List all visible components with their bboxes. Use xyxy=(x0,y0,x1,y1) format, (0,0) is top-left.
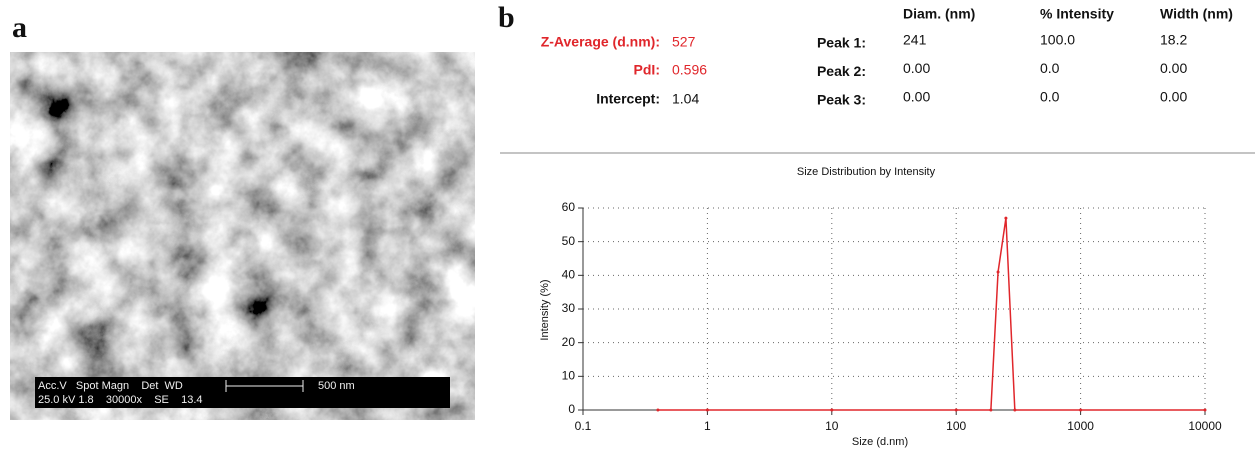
peak-value: 100.0 xyxy=(1040,32,1075,48)
x-tick-label: 1 xyxy=(704,419,711,433)
data-point xyxy=(656,408,660,412)
peak-value: 0.00 xyxy=(903,60,930,76)
peak-value: 0.00 xyxy=(903,89,930,105)
data-point xyxy=(1004,216,1008,220)
panel-label: b xyxy=(498,1,515,34)
peak-value: 0.0 xyxy=(1040,60,1060,76)
data-point xyxy=(996,270,1000,274)
x-tick-label: 100 xyxy=(946,419,966,433)
data-line xyxy=(657,217,1205,411)
peak-value: 0.0 xyxy=(1040,89,1060,105)
data-point xyxy=(989,408,993,412)
y-tick-label: 10 xyxy=(562,369,576,383)
peak-value: 0.00 xyxy=(1160,60,1187,76)
peak-value: 18.2 xyxy=(1160,32,1187,48)
y-tick-label: 20 xyxy=(562,335,576,349)
data-point xyxy=(705,408,709,412)
column-header: Width (nm) xyxy=(1160,6,1233,22)
y-tick-label: 0 xyxy=(568,402,575,416)
summary-label: PdI: xyxy=(634,62,660,78)
panel-label: a xyxy=(12,11,27,44)
peak-value: 241 xyxy=(903,32,927,48)
summary-label: Z-Average (d.nm): xyxy=(541,34,660,50)
x-tick-label: 10000 xyxy=(1188,419,1222,433)
y-axis-label: Intensity (%) xyxy=(539,279,551,340)
peak-label: Peak 1: xyxy=(817,35,866,51)
y-tick-label: 50 xyxy=(562,234,576,248)
x-axis-label: Size (d.nm) xyxy=(852,436,908,448)
sem-image: Acc.V Spot Magn Det WD 25.0 kV 1.8 30000… xyxy=(10,52,475,420)
summary-value: 0.596 xyxy=(672,62,707,78)
column-header: % Intensity xyxy=(1040,6,1114,22)
x-tick-label: 10 xyxy=(825,419,839,433)
data-point xyxy=(1203,408,1207,412)
x-tick-label: 0.1 xyxy=(575,419,592,433)
y-tick-label: 60 xyxy=(562,200,576,214)
scale-bar-label: 500 nm xyxy=(318,380,355,392)
summary: Z-Average (d.nm): 527 PdI: 0.596 Interce… xyxy=(541,34,708,107)
data-point xyxy=(830,408,834,412)
sem-info: Acc.V Spot Magn Det WD xyxy=(38,380,183,392)
data-point xyxy=(1013,408,1017,412)
data-point xyxy=(1079,408,1083,412)
peaks-table: Diam. (nm) % Intensity Width (nm) Peak 1: 24… xyxy=(817,6,1233,108)
summary-value: 1.04 xyxy=(672,91,699,107)
peak-value: 0.00 xyxy=(1160,89,1187,105)
x-tick-label: 1000 xyxy=(1067,419,1094,433)
chart-title: Size Distribution by Intensity xyxy=(797,166,936,178)
chart: Size Distribution by Intensity Size (d.n… xyxy=(539,166,1222,448)
y-tick-label: 30 xyxy=(562,301,576,315)
sem-info: 25.0 kV 1.8 30000x SE 13.4 xyxy=(38,394,203,406)
data-point xyxy=(954,408,958,412)
peak-label: Peak 2: xyxy=(817,63,866,79)
y-tick-label: 40 xyxy=(562,268,576,282)
peak-label: Peak 3: xyxy=(817,92,866,108)
summary-value: 527 xyxy=(672,34,696,50)
summary-label: Intercept: xyxy=(596,91,660,107)
column-header: Diam. (nm) xyxy=(903,6,975,22)
